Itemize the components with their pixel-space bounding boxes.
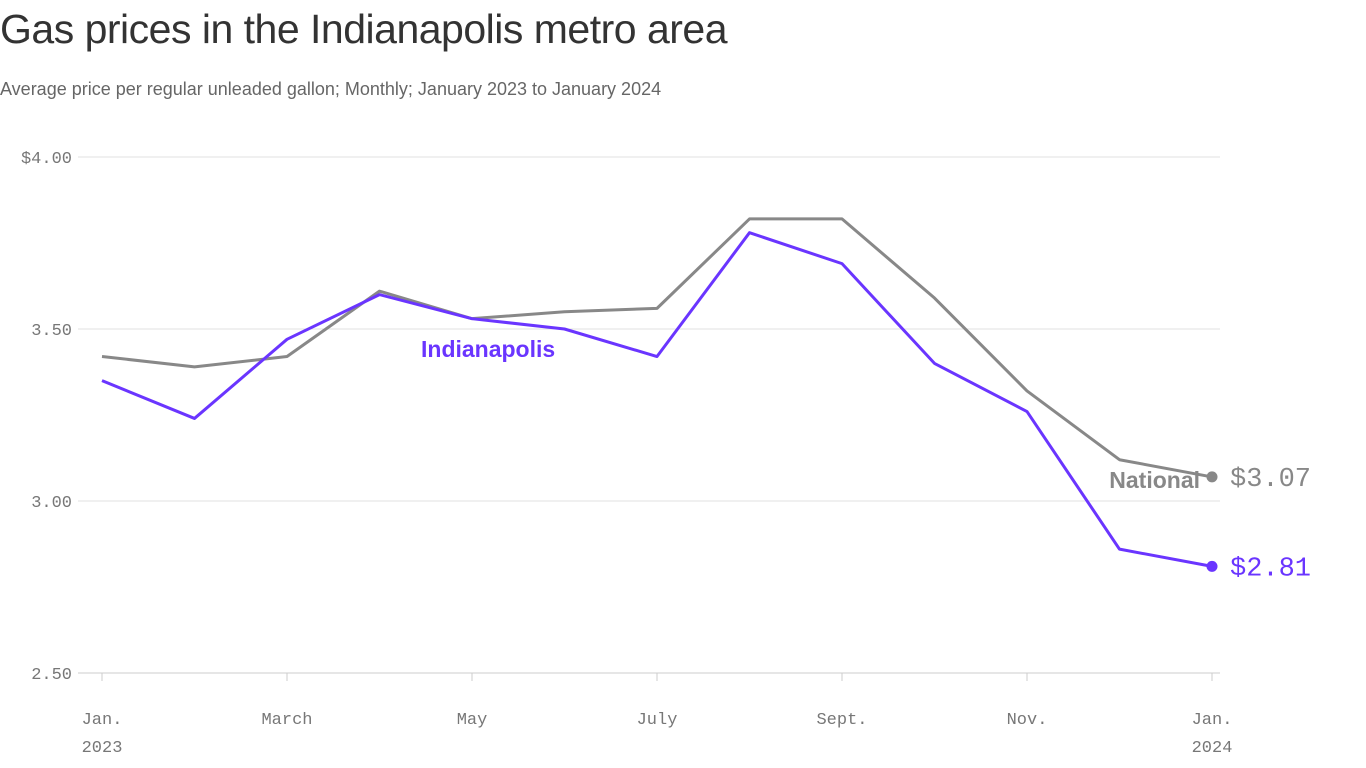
x-tick-label: March bbox=[261, 711, 312, 730]
x-tick-label: Sept. bbox=[816, 711, 867, 730]
series-line-indianapolis bbox=[101, 231, 1213, 568]
x-tick-label: May bbox=[457, 711, 488, 730]
y-tick-label: $4.00 bbox=[21, 150, 72, 169]
chart-title: Gas prices in the Indianapolis metro are… bbox=[0, 6, 728, 52]
y-tick-label: 3.00 bbox=[31, 494, 72, 513]
y-tick-label: 3.50 bbox=[31, 322, 72, 341]
end-value-label: $2.81 bbox=[1230, 554, 1311, 584]
series-line-national bbox=[101, 217, 1213, 479]
end-point-indianapolis bbox=[1206, 560, 1218, 572]
x-tick-label: Jan. bbox=[82, 711, 123, 730]
end-point-national bbox=[1206, 471, 1218, 483]
series-label-national: National bbox=[1109, 467, 1200, 493]
x-tick-label: July bbox=[637, 711, 678, 730]
x-tick-sublabel: 2023 bbox=[82, 739, 123, 758]
chart-subtitle: Average price per regular unleaded gallo… bbox=[0, 79, 662, 99]
x-tick-label: Nov. bbox=[1007, 711, 1048, 730]
x-tick-sublabel: 2024 bbox=[1192, 739, 1233, 758]
end-value-label: $3.07 bbox=[1230, 465, 1311, 495]
y-tick-label: 2.50 bbox=[31, 666, 72, 685]
series-label-indianapolis: Indianapolis bbox=[421, 336, 555, 362]
x-tick-label: Jan. bbox=[1192, 711, 1233, 730]
